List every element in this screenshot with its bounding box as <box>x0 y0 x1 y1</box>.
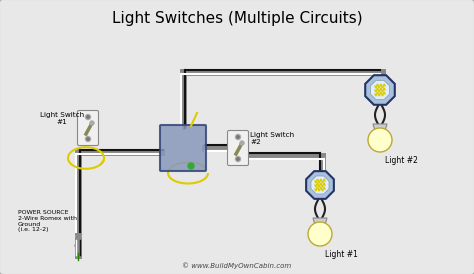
FancyBboxPatch shape <box>160 125 206 171</box>
Text: Light Switch
#2: Light Switch #2 <box>250 132 294 145</box>
Circle shape <box>237 158 239 160</box>
Circle shape <box>236 135 240 139</box>
Text: POWER SOURCE
2-Wire Romex with
Ground
(i.e. 12-2): POWER SOURCE 2-Wire Romex with Ground (i… <box>18 210 77 232</box>
Text: Light #2: Light #2 <box>385 156 418 165</box>
Polygon shape <box>365 75 395 105</box>
Circle shape <box>236 156 240 161</box>
Polygon shape <box>313 218 327 225</box>
Circle shape <box>87 116 89 118</box>
Circle shape <box>368 128 392 152</box>
Text: © www.BuildMyOwnCabin.com: © www.BuildMyOwnCabin.com <box>182 263 292 269</box>
FancyBboxPatch shape <box>228 130 248 165</box>
Circle shape <box>237 136 239 138</box>
Polygon shape <box>370 80 390 100</box>
Circle shape <box>85 136 91 141</box>
Circle shape <box>85 115 91 119</box>
Circle shape <box>90 121 94 125</box>
Text: Light Switches (Multiple Circuits): Light Switches (Multiple Circuits) <box>112 10 362 25</box>
Polygon shape <box>306 171 334 199</box>
Circle shape <box>240 141 244 145</box>
Circle shape <box>308 222 332 246</box>
Circle shape <box>188 163 194 169</box>
Polygon shape <box>311 176 329 194</box>
FancyBboxPatch shape <box>78 110 99 145</box>
Circle shape <box>87 138 89 140</box>
Text: Light Switch
#1: Light Switch #1 <box>40 112 84 125</box>
Polygon shape <box>373 124 387 131</box>
Text: Light #1: Light #1 <box>325 250 358 259</box>
